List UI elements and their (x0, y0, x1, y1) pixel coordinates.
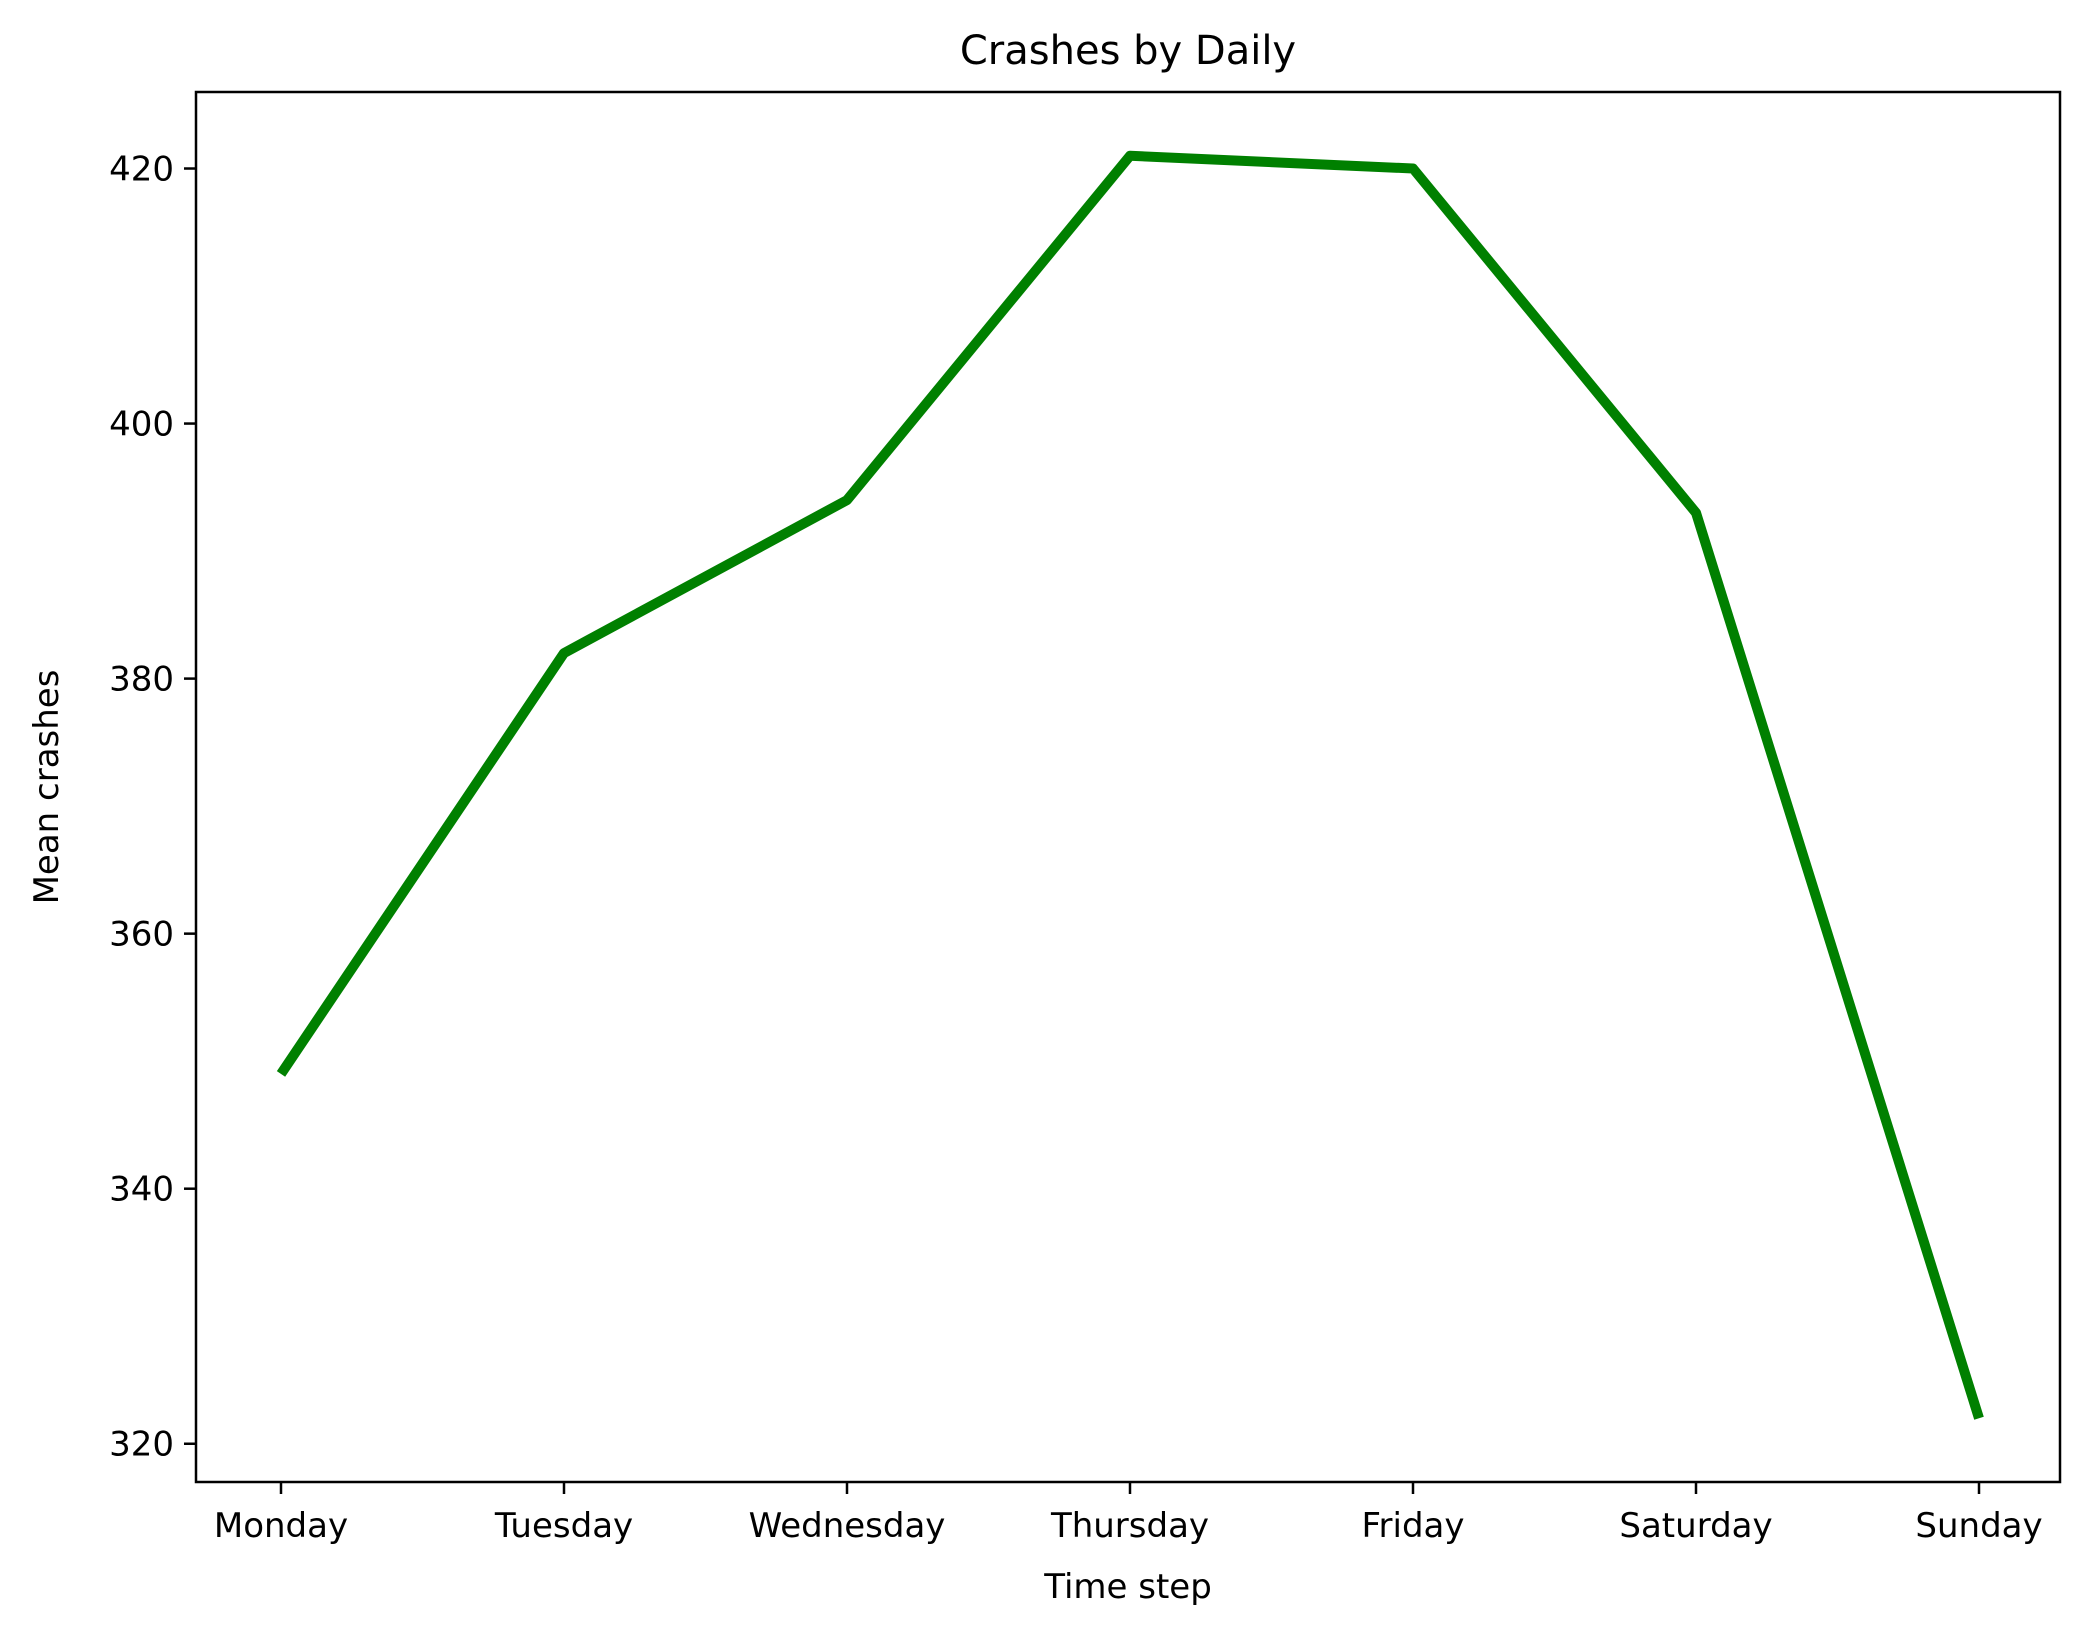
x-tick-label: Sunday (1915, 1506, 2042, 1546)
series-line (276, 150, 1984, 1420)
y-tick-label: 420 (109, 150, 174, 190)
y-tick-label: 340 (109, 1170, 174, 1210)
series-layer (276, 150, 1984, 1420)
chart-title: Crashes by Daily (960, 28, 1296, 74)
x-tick-label: Friday (1361, 1506, 1464, 1546)
x-tick-label: Tuesday (494, 1506, 633, 1546)
y-tick-label: 400 (109, 405, 174, 445)
y-tick-label: 360 (109, 915, 174, 955)
x-tick-label: Wednesday (749, 1506, 946, 1546)
x-tick-label: Saturday (1619, 1506, 1772, 1546)
plot-area-frame (194, 90, 2062, 1484)
y-tick-label: 320 (109, 1425, 174, 1465)
x-tick-label: Thursday (1050, 1506, 1209, 1546)
x-axis-ticks: Monday Tuesday Wednesday Thursday Friday Satu… (214, 1482, 2043, 1546)
y-axis-label: Mean crashes (27, 670, 67, 905)
y-tick-label: 380 (109, 660, 174, 700)
x-tick-label: Monday (214, 1506, 348, 1546)
y-axis-ticks: 320 340 360 380 400 420 (109, 150, 196, 1465)
x-axis-label: Time step (1043, 1567, 1212, 1607)
